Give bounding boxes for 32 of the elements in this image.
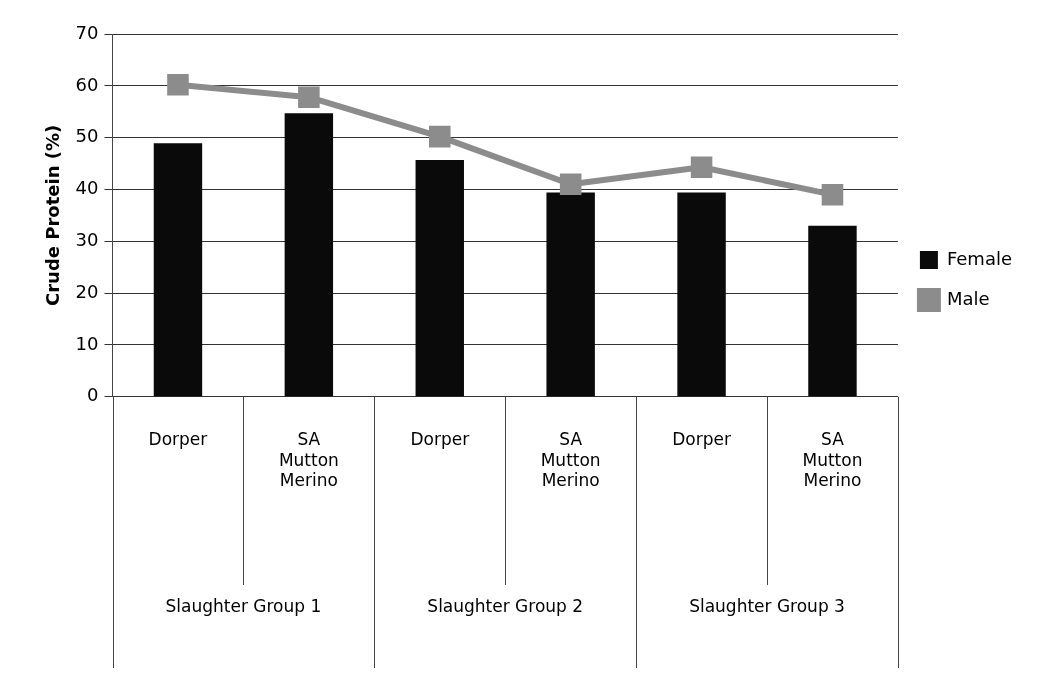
point	[298, 86, 320, 109]
x-tick-label: SA Mutton Merino	[540, 429, 601, 491]
y-axis-title: Crude Protein (%)	[42, 124, 64, 307]
legend-label: Male	[946, 287, 990, 309]
point	[559, 173, 582, 196]
bar	[153, 143, 203, 397]
text: Slaughter Group 1	[165, 596, 322, 617]
text: Slaughter Group 3	[689, 596, 845, 617]
bar	[284, 113, 334, 397]
bar	[415, 159, 464, 397]
y-tick-label: 70	[75, 21, 99, 43]
point	[428, 125, 451, 148]
bar	[808, 225, 857, 397]
y-tick-label: 20	[75, 280, 99, 302]
bar	[677, 192, 726, 397]
y-tick-label: 10	[75, 332, 99, 354]
point	[690, 156, 713, 178]
x-tick-label: Dorper	[410, 429, 470, 450]
y-tick-label: 30	[75, 228, 99, 250]
x-tick-label: Dorper	[672, 429, 731, 450]
x-tick-label: SA Mutton Merino	[802, 429, 863, 491]
x-tick-label: Dorper	[148, 429, 208, 450]
y-tick-label: 0	[87, 384, 99, 406]
y-tick-label: 60	[75, 73, 99, 95]
point	[821, 183, 844, 206]
text: Slaughter Group 2	[427, 596, 584, 617]
x-tick-label: SA Mutton Merino	[278, 429, 339, 491]
y-tick-label: 50	[75, 125, 99, 147]
bar	[546, 192, 595, 397]
point	[167, 74, 189, 96]
legend-label: Female	[946, 247, 1013, 269]
y-tick-label: 40	[75, 177, 99, 199]
